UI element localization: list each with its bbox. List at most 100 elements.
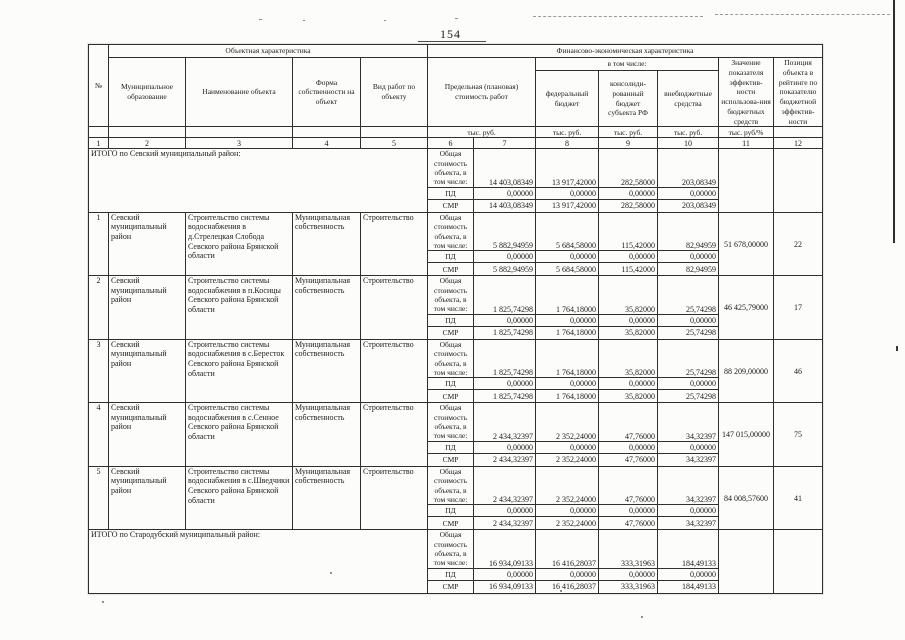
value-cell: 2 352,24000 — [535, 516, 600, 531]
value-cell: 0,00000 — [657, 186, 720, 200]
total-row: ИТОГО по Стародубский муниципальный райо… — [87, 529, 824, 594]
value-cell: 2 352,24000 — [535, 402, 600, 442]
header-municipality: Муниципальное образование — [108, 56, 186, 128]
value-cell: 1 764,18000 — [535, 275, 600, 315]
value-cell: 0,00000 — [657, 250, 720, 264]
sublabel-pd: ПД — [427, 186, 475, 200]
col-number: 3 — [185, 137, 293, 150]
header-extra-budget: внебюджетные средства — [657, 70, 720, 128]
value-cell: 13 917,42000 — [535, 198, 600, 213]
value-cell: 47,76000 — [598, 402, 659, 442]
municipality-cell: Севский муниципальный район — [108, 402, 186, 467]
page-number: 154 — [440, 27, 461, 41]
value-cell: 333,31963 — [598, 529, 659, 569]
sublabel-smr: СМР — [427, 516, 475, 531]
sublabel-smr: СМР — [427, 389, 475, 404]
col-number: 2 — [108, 137, 186, 150]
efficiency-value-cell: 84 008,57600 — [718, 465, 775, 531]
value-cell: 35,82000 — [598, 338, 659, 379]
scan-speck — [303, 20, 305, 21]
value-cell: 35,82000 — [598, 389, 659, 404]
municipality-cell: Севский муниципальный район — [108, 338, 186, 404]
smr-subrow: СМР 2 434,32397 2 352,24000 47,76000 34,3239… — [89, 516, 823, 531]
work-type-cell: Строительство — [359, 338, 429, 404]
efficiency-value-cell: 46 425,79000 — [718, 275, 775, 340]
value-cell: 282,58000 — [598, 198, 659, 213]
value-cell: 0,00000 — [473, 377, 537, 391]
efficiency-value-cell: 88 209,00000 — [718, 338, 775, 404]
value-cell: 0,00000 — [535, 250, 600, 264]
value-cell: 14 403,08349 — [473, 198, 537, 213]
value-cell: 25,74298 — [657, 325, 720, 340]
efficiency-value-cell — [718, 148, 775, 213]
value-cell: 282,58000 — [598, 148, 659, 188]
work-type-cell: Строительство — [359, 211, 429, 277]
value-cell: 16 934,09133 — [473, 529, 537, 569]
unit-empty — [88, 126, 109, 139]
object-row: 4 Севский муниципальный район Строительств… — [88, 402, 824, 467]
value-cell: 0,00000 — [473, 567, 537, 581]
value-cell: 203,08349 — [657, 198, 720, 213]
scan-noise-line — [715, 14, 890, 15]
value-cell: 2 352,24000 — [535, 452, 600, 467]
smr-subrow: СМР 14 403,08349 13 917,42000 282,58000 203,… — [89, 198, 823, 213]
efficiency-value-cell: 51 678,00000 — [718, 211, 775, 277]
header-including: в том числе: — [535, 56, 720, 72]
total-row-label: ИТОГО по Севский муниципальный район: — [87, 148, 429, 213]
ownership-cell: Муниципальная собственность — [292, 465, 361, 531]
efficiency-value-cell: 147 015,00000 — [718, 402, 775, 467]
total-row: ИТОГО по Севский муниципальный район: Общ… — [87, 148, 824, 213]
pd-subrow: ПД 0,00000 0,00000 0,00000 0,00000 — [89, 440, 823, 454]
unit-federal: тыс. руб. — [535, 126, 600, 139]
efficiency-value-cell — [718, 529, 775, 594]
value-cell: 82,94959 — [657, 262, 720, 277]
pd-subrow: ПД 0,00000 0,00000 0,00000 0,00000 — [89, 186, 823, 200]
value-cell: 25,74298 — [657, 275, 720, 315]
value-cell: 0,00000 — [657, 313, 720, 327]
sublabel-total-cost: Общая стоимость объекта, в том числе: — [427, 529, 475, 569]
scan-speck — [455, 18, 458, 19]
value-cell: 0,00000 — [535, 504, 600, 518]
value-cell: 0,00000 — [598, 440, 659, 454]
value-cell: 1 764,18000 — [535, 338, 600, 379]
objects-finance-table: № Объектная характеристика Финансово-эко… — [86, 43, 825, 595]
ownership-cell: Муниципальная собственность — [292, 402, 361, 467]
value-cell: 0,00000 — [598, 313, 659, 327]
value-cell: 34,32397 — [657, 516, 720, 531]
header-position: Позиция объекта в рейтинге по показателю… — [773, 56, 824, 128]
value-cell: 0,00000 — [598, 504, 659, 518]
value-cell: 2 352,24000 — [535, 465, 600, 506]
sublabel-smr: СМР — [427, 579, 475, 594]
value-cell: 0,00000 — [657, 440, 720, 454]
sublabel-total-cost: Общая стоимость объекта, в том числе: — [427, 402, 475, 442]
value-cell: 333,31963 — [598, 579, 659, 594]
value-cell: 0,00000 — [657, 567, 720, 581]
sublabel-total-cost: Общая стоимость объекта, в том числе: — [427, 148, 475, 188]
sublabel-smr: СМР — [427, 452, 475, 467]
value-cell: 1 825,74298 — [473, 389, 537, 404]
value-cell: 0,00000 — [535, 440, 600, 454]
object-row: 2 Севский муниципальный район Строительств… — [88, 275, 824, 340]
position-value-cell: 41 — [773, 465, 824, 531]
ownership-cell: Муниципальная собственность — [292, 275, 361, 340]
value-cell: 2 434,32397 — [473, 402, 537, 442]
object-name-cell: Строительство системы водоснабжения в д.… — [185, 211, 293, 277]
header-object-name: Наименование объекта — [185, 56, 293, 128]
col-number: 9 — [598, 137, 659, 150]
header-efficiency: Значение показателя эффектив-ности испол… — [718, 56, 775, 128]
value-cell: 5 684,58000 — [535, 211, 600, 252]
object-name-cell: Строительство системы водоснабжения в с.… — [185, 402, 293, 467]
pd-subrow: ПД 0,00000 0,00000 0,00000 0,00000 — [89, 504, 823, 518]
smr-subrow: СМР 2 434,32397 2 352,24000 47,76000 34,3239… — [89, 452, 823, 467]
unit-empty — [292, 126, 361, 139]
pd-subrow: ПД 0,00000 0,00000 0,00000 0,00000 — [89, 313, 823, 327]
object-row: 1 Севский муниципальный район Строительств… — [88, 211, 824, 277]
scan-speck — [641, 616, 643, 618]
scan-noise-line — [533, 16, 703, 17]
value-cell: 1 825,74298 — [473, 325, 537, 340]
position-value-cell: 75 — [773, 402, 824, 467]
value-cell: 203,08349 — [657, 148, 720, 188]
scan-speck — [384, 20, 386, 21]
value-cell: 2 434,32397 — [473, 452, 537, 467]
sublabel-pd: ПД — [427, 250, 475, 264]
